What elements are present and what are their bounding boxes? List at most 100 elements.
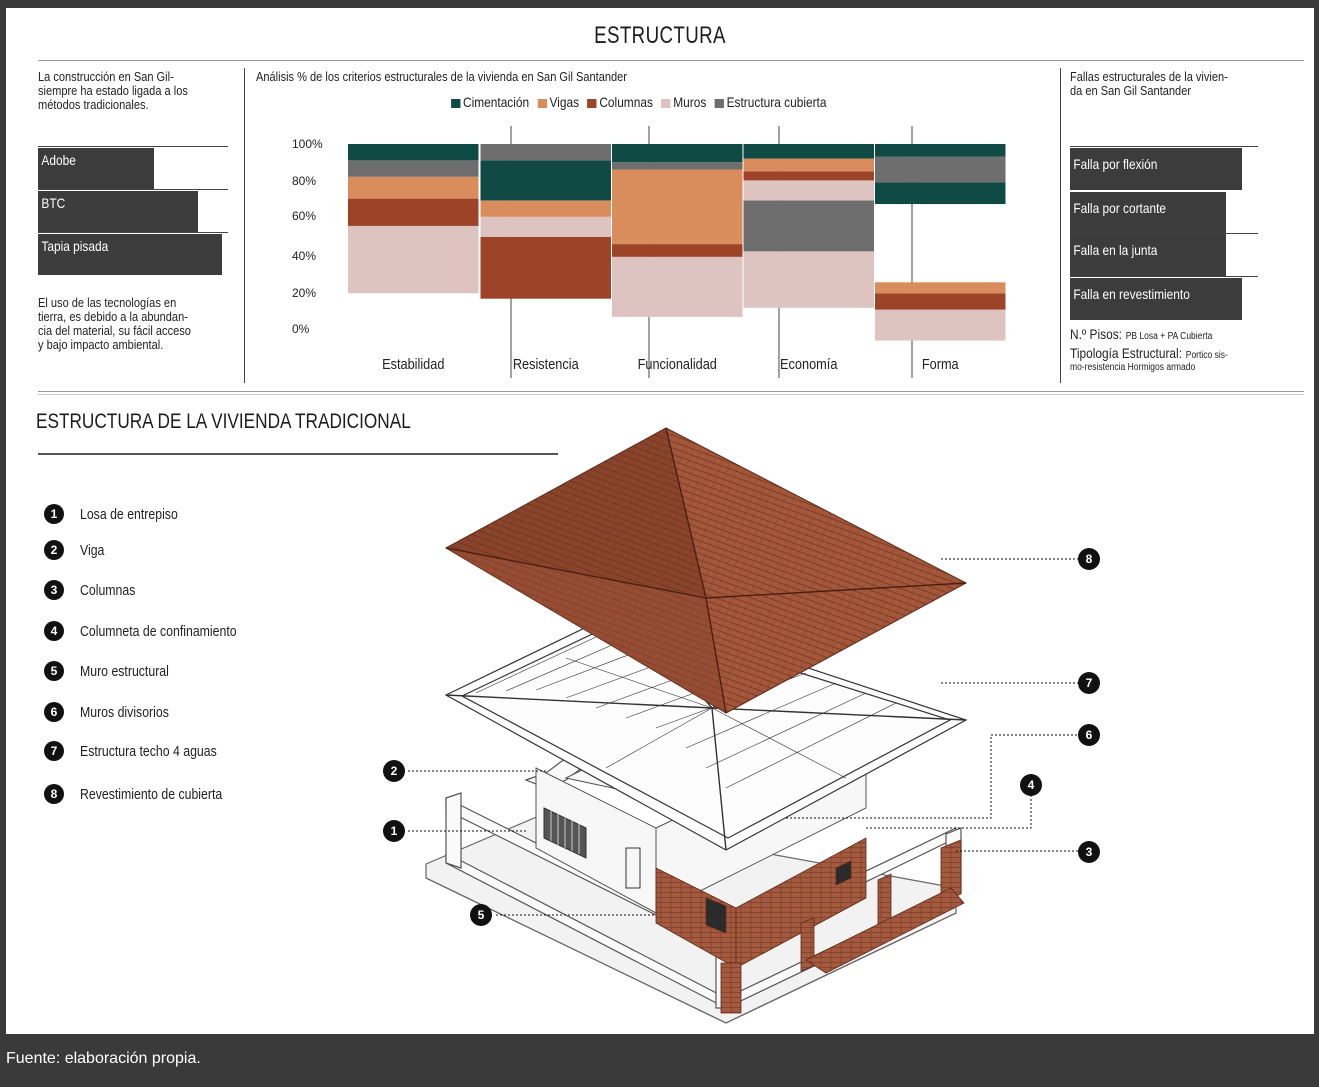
legend-swatch-estructura-cubierta: [714, 98, 725, 108]
legend-swatch-vigas: [537, 98, 547, 108]
key-item-4: 4 Columneta de confinamiento: [44, 621, 271, 643]
tech-note-line: y bajo impacto ambiental.: [38, 337, 164, 352]
bar-segment-estructura-cubierta: [875, 156, 1006, 183]
key-number: 5: [44, 661, 64, 681]
tipologia-info-cont: mo-resistencia Hormigos armado: [1070, 362, 1217, 373]
bar-segment-cimentación: [348, 144, 479, 161]
pisos-info: N.º Pisos: PB Losa + PA Cubierta: [1070, 326, 1237, 344]
key-label: Columnas: [80, 581, 136, 599]
failure-bar-flexion: Falla por flexión: [1070, 148, 1242, 190]
tech-note-line: cia del material, su fácil acceso: [38, 323, 191, 338]
section-rule: [38, 391, 1304, 392]
callout-5: 5: [470, 904, 492, 926]
bar-segment-vigas: [480, 200, 611, 217]
tech-note-line: El uso de las tecnologías en: [38, 295, 177, 310]
callout-7: 7: [1078, 672, 1100, 694]
bar-segment-muros: [612, 256, 743, 317]
y-tick-label: 60%: [292, 209, 316, 223]
failure-label: Falla por cortante: [1073, 200, 1167, 216]
brick-walls: [655, 837, 965, 1014]
key-label: Revestimiento de cubierta: [80, 785, 223, 803]
tipologia-info: Tipología Estructural: Portico sis-: [1070, 345, 1256, 363]
chart-title-text: Análisis % de los criterios estructurale…: [256, 69, 627, 84]
bar-segment-estructura-cubierta: [348, 160, 479, 177]
bar-segment-columnas: [875, 293, 1006, 310]
infographic-panel: ESTRUCTURA La construcción en San Gil- s…: [6, 8, 1314, 1034]
failure-label: Falla por flexión: [1073, 156, 1158, 172]
key-label: Columneta de confinamiento: [80, 622, 237, 640]
callout-1: 1: [383, 820, 405, 842]
intro-line: La construcción en San Gil-: [38, 69, 174, 84]
failures-heading-line: Fallas estructurales de la vivien-: [1070, 69, 1228, 84]
bar-segment-muros: [875, 309, 1006, 341]
bar-segment-muros: [480, 216, 611, 237]
chart-bars: [348, 144, 1006, 341]
tech-note-line: tierra, es debido a la abundan-: [38, 309, 188, 324]
material-label: Tapia pisada: [41, 238, 109, 254]
legend-label: Muros: [673, 94, 707, 110]
failure-bar-revestimiento: Falla en revestimiento: [1070, 278, 1242, 320]
bar-segment-muros: [348, 225, 479, 294]
bar-segment-muros: [743, 251, 874, 308]
y-tick-label: 80%: [292, 174, 316, 188]
tipologia-label: Tipología Estructural:: [1070, 345, 1183, 361]
y-tick-label: 40%: [292, 249, 316, 263]
bar-segment-muros: [743, 180, 874, 201]
x-tick-label: Funcionalidad: [638, 355, 717, 372]
key-item-7: 7 Estructura techo 4 aguas: [44, 741, 247, 763]
key-item-5: 5 Muro estructural: [44, 661, 188, 683]
failure-rule: [1070, 146, 1258, 147]
intro-line: métodos tradicionales.: [38, 97, 149, 112]
key-item-1: 1 Losa de entrepiso: [44, 504, 199, 526]
callout-4: 4: [1020, 774, 1042, 796]
chart-title: Análisis % de los criterios estructurale…: [256, 70, 692, 84]
tipologia-value-cont: mo-resistencia Hormigos armado: [1070, 362, 1196, 373]
x-tick-label: Estabilidad: [382, 355, 444, 372]
failures-heading-line: da en San Gil Santander: [1070, 83, 1192, 98]
chart-legend: Cimentación Vigas Columnas Muros Estruct…: [446, 94, 826, 110]
key-label: Muro estructural: [80, 662, 169, 680]
tech-note: El uso de las tecnologías en tierra, es …: [38, 296, 298, 352]
section-rule-2: [38, 394, 1304, 395]
failure-label: Falla en revestimiento: [1073, 286, 1190, 302]
material-label: BTC: [41, 195, 66, 211]
bar-segment-vigas: [348, 176, 479, 199]
failure-bar-junta: Falla en la junta: [1070, 234, 1226, 276]
section-title-rule: [38, 453, 558, 455]
callout-2: 2: [383, 760, 405, 782]
bar-segment-columnas: [480, 236, 611, 299]
bar-segment-columnas: [348, 198, 479, 226]
key-item-3: 3 Columnas: [44, 580, 148, 602]
callout-leaders: [408, 558, 1084, 916]
roof-frame: [444, 607, 968, 851]
chart-y-axis: 100% 80% 60% 40% 20% 0%: [292, 137, 323, 336]
legend-label: Cimentación: [463, 94, 530, 110]
legend-label: Estructura cubierta: [726, 94, 827, 110]
bar-segment-estructura-cubierta: [743, 200, 874, 252]
failures-heading: Fallas estructurales de la vivien- da en…: [1070, 70, 1256, 98]
legend-label: Vigas: [549, 94, 580, 110]
bar-segment-cimentación: [875, 144, 1006, 157]
x-tick-label: Resistencia: [513, 355, 579, 372]
bar-segment-cimentación: [612, 144, 743, 163]
material-bar-btc: BTC: [38, 191, 198, 232]
key-number: 4: [44, 621, 64, 641]
footer-source: Fuente: elaboración propia.: [6, 1050, 201, 1067]
callout-6: 6: [1078, 724, 1100, 746]
key-number: 3: [44, 580, 64, 600]
material-rule: [38, 232, 228, 233]
bar-segment-vigas: [743, 158, 874, 172]
material-rule: [38, 146, 228, 147]
bar-segment-cimentación: [480, 160, 611, 201]
material-bar-tapia-pisada: Tapia pisada: [38, 234, 222, 275]
y-tick-label: 20%: [292, 286, 316, 300]
intro-text: La construcción en San Gil- siempre ha e…: [38, 70, 298, 112]
chart-x-axis: Estabilidad Resistencia Funcionalidad Econo…: [382, 355, 959, 372]
y-tick-label: 0%: [292, 322, 310, 336]
stacked-bar-chart: 100% 80% 60% 40% 20% 0% Estabilidad Resistenci…: [292, 126, 1006, 378]
bar-segment-vigas: [875, 282, 1006, 294]
failure-rule: [1070, 276, 1258, 277]
key-item-2: 2 Viga: [44, 540, 110, 562]
house-illustration: [408, 427, 1084, 1024]
